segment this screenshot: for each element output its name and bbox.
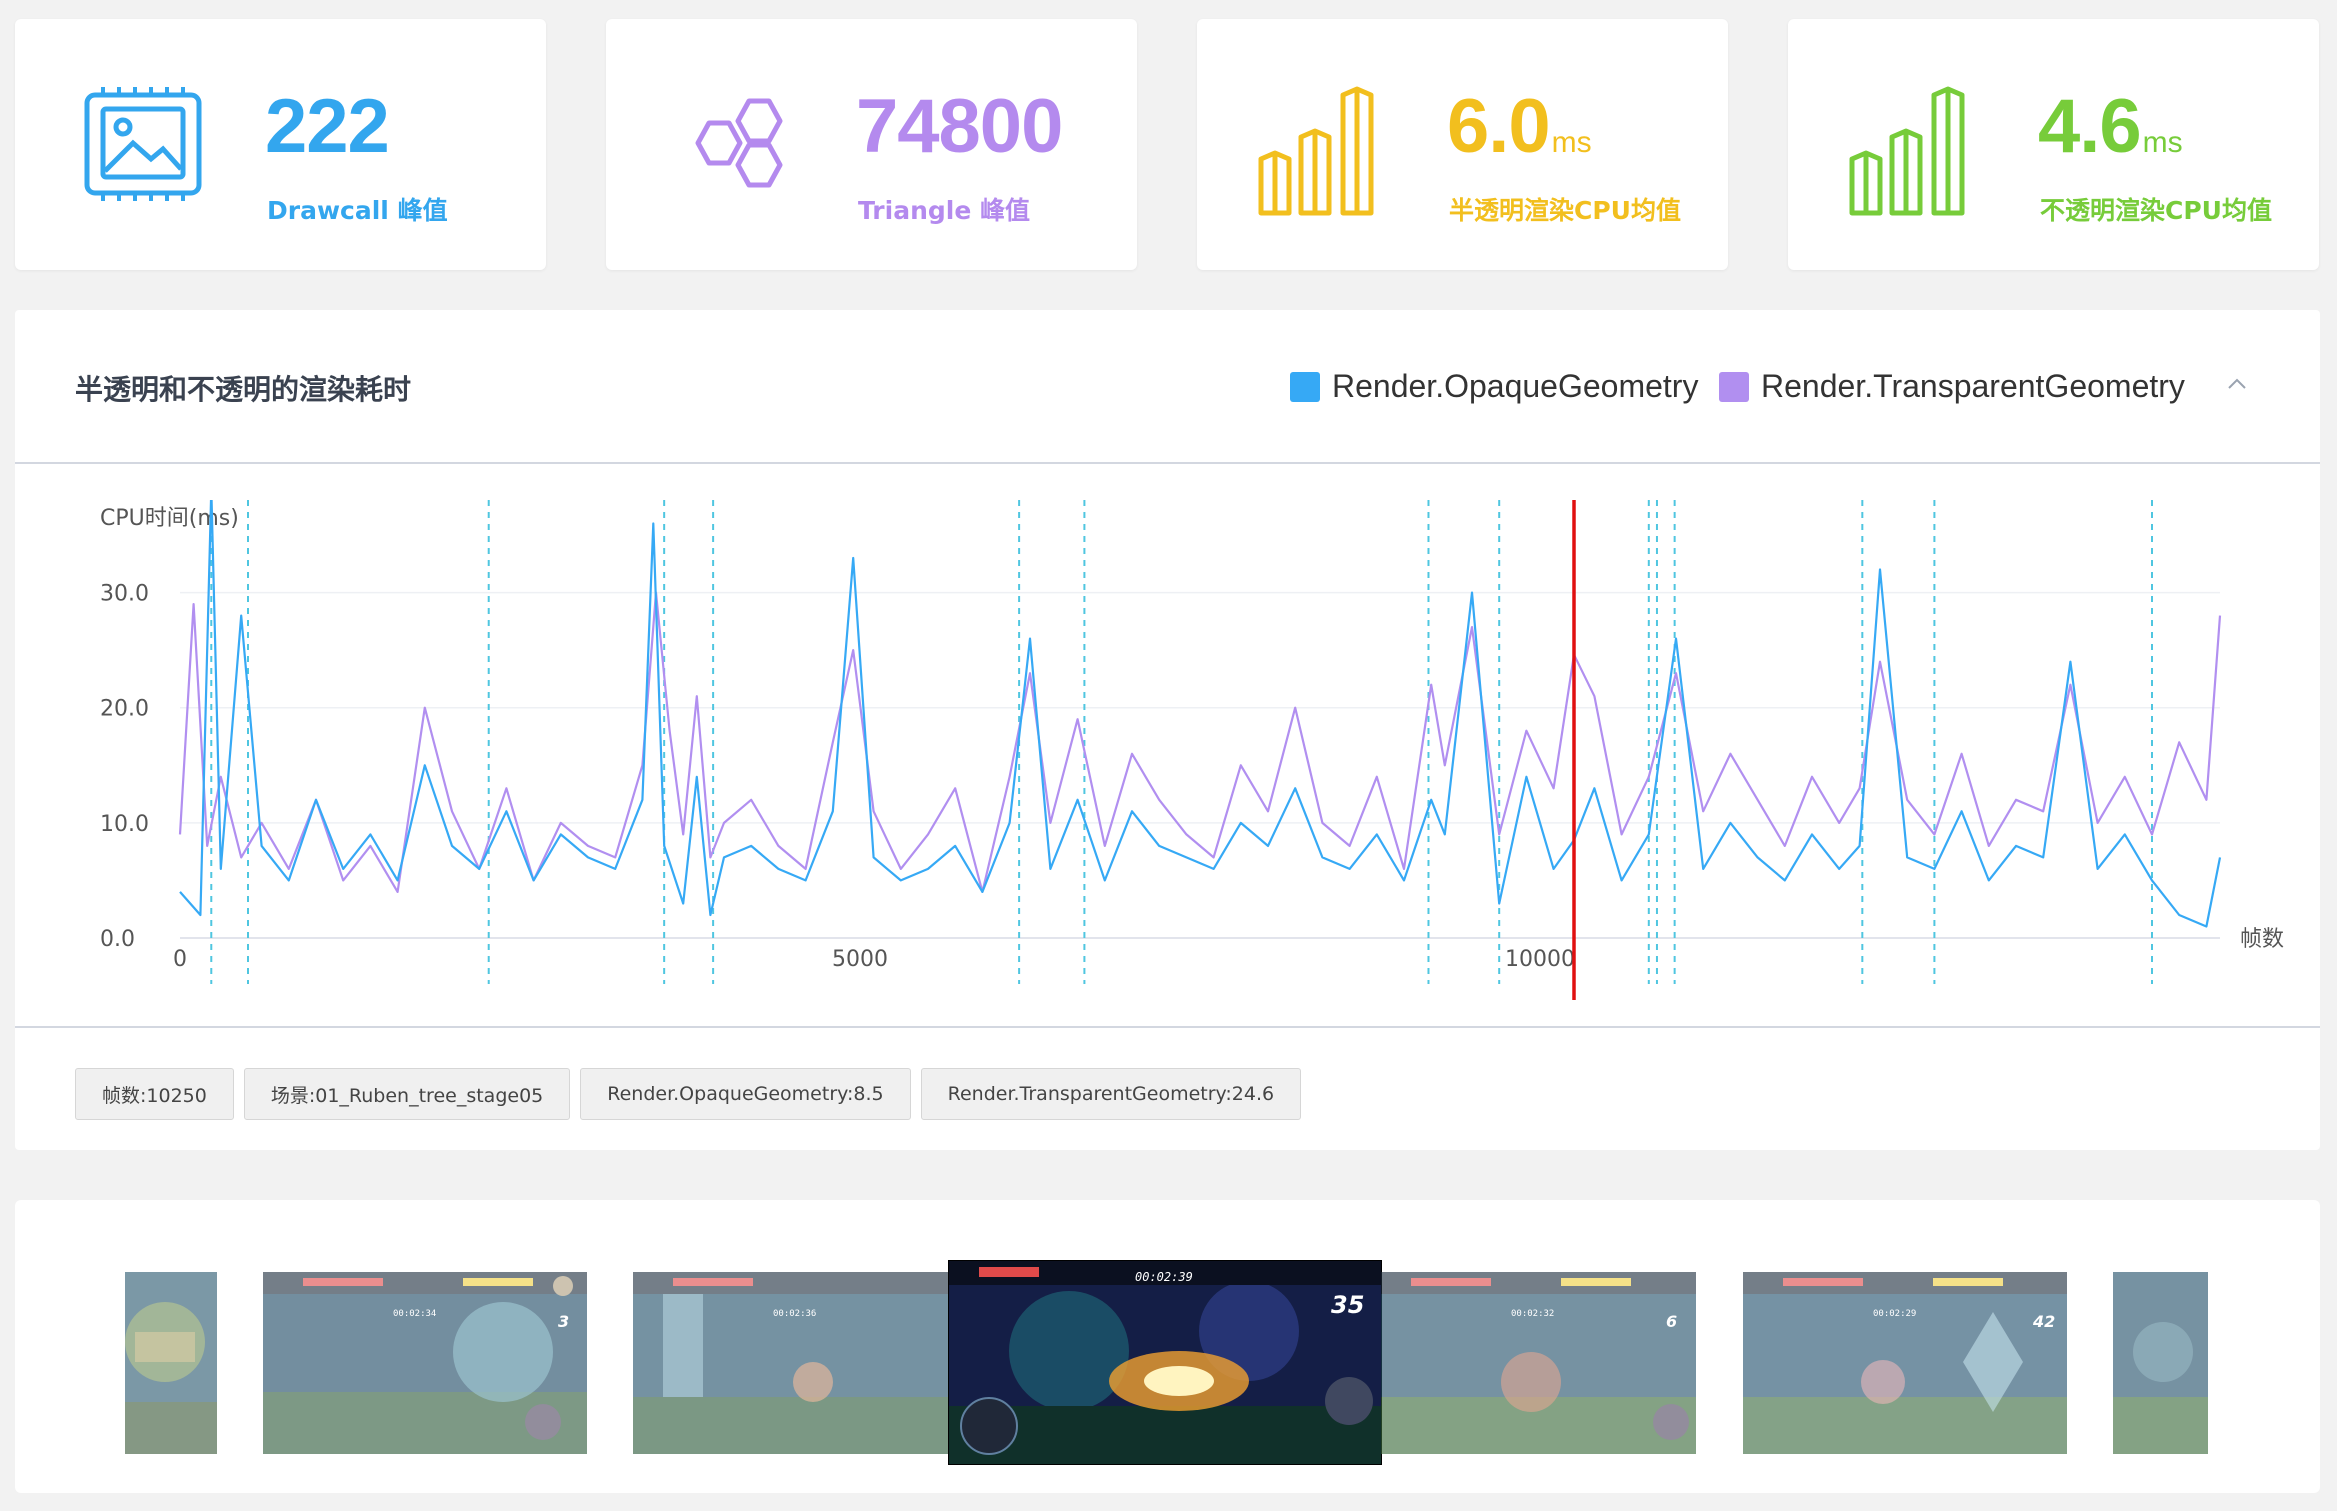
legend-label-transparent: Render.TransparentGeometry [1761, 368, 2185, 404]
triangle-label: Triangle 峰值 [858, 196, 1030, 225]
hud-timer: 00:02:29 [1873, 1309, 1916, 1319]
stat-card-opaque-cpu: 4.6ms 不透明渲染CPU均值 [1788, 19, 2319, 270]
hud-timer: 00:02:34 [393, 1309, 436, 1319]
game-scene-image [2113, 1272, 2208, 1454]
x-tick-label: 0 [173, 947, 187, 972]
transparent-series-line [178, 591, 2222, 893]
y-tick-label: 0.0 [100, 927, 135, 952]
render-time-panel: 半透明和不透明的渲染耗时 Render.OpaqueGeometry Rende… [15, 310, 2320, 1150]
game-scene-image [125, 1272, 217, 1454]
stat-card-triangle: 74800 Triangle 峰值 [606, 19, 1137, 270]
screenshot-thumb[interactable]: 00:02:32 6 [1381, 1272, 1696, 1454]
y-tick-label: 10.0 [100, 812, 149, 837]
drawcall-label: Drawcall 峰值 [267, 196, 448, 225]
game-scene-image: 00:02:34 3 [263, 1272, 587, 1454]
frame-info-tags: 帧数:10250 场景:01_Ruben_tree_stage05 Render… [75, 1068, 1302, 1120]
screenshot-thumb[interactable]: 00:02:29 42 [1743, 1272, 2067, 1454]
transparent-cpu-label: 半透明渲染CPU均值 [1449, 196, 1681, 225]
x-tick-label: 10000 [1505, 947, 1575, 972]
transparent-cpu-value: 6.0ms [1447, 84, 1592, 169]
legend-swatch-transparent [1719, 371, 1749, 402]
game-scene-image: 00:02:29 42 [1743, 1272, 2067, 1454]
legend-transparent[interactable]: Render.TransparentGeometry [1719, 368, 2185, 405]
bar-columns-icon [1849, 86, 1965, 216]
y-tick-label: 30.0 [100, 582, 149, 607]
x-tick-label: 5000 [832, 947, 888, 972]
screenshot-thumb-selected[interactable]: 00:02:39 35 [949, 1261, 1381, 1464]
bar-columns-icon [1258, 86, 1374, 216]
screenshot-thumb[interactable] [2113, 1272, 2208, 1454]
game-scene-image: 00:02:39 35 [949, 1261, 1381, 1464]
y-tick-label: 20.0 [100, 697, 149, 722]
opaque-cpu-label: 不透明渲染CPU均值 [2040, 196, 2272, 225]
screenshot-thumb[interactable] [125, 1272, 217, 1454]
screenshot-thumb[interactable]: 00:02:36 [633, 1272, 963, 1454]
hud-combo: 3 [558, 1312, 569, 1331]
hud-combo: 6 [1666, 1312, 1677, 1331]
panel-divider-bottom [15, 1026, 2320, 1028]
chevron-up-icon[interactable] [2225, 372, 2249, 396]
hexagon-cluster-icon [695, 98, 783, 188]
panel-divider-top [15, 462, 2320, 464]
tag-transparent-value: Render.TransparentGeometry:24.6 [920, 1068, 1302, 1120]
screenshot-thumb[interactable]: 00:02:34 3 [263, 1272, 587, 1454]
render-time-chart[interactable]: 0.0 10.0 20.0 30.0 0 5000 10000 CPU时间(ms) 帧数 [55, 500, 2295, 1020]
x-axis-label: 帧数 [2240, 927, 2284, 952]
hud-timer: 00:02:32 [1511, 1309, 1554, 1319]
drawcall-value: 222 [265, 84, 390, 169]
hud-combo: 35 [1331, 1291, 1364, 1319]
stat-card-drawcall: 222 Drawcall 峰值 [15, 19, 546, 270]
triangle-value: 74800 [856, 84, 1063, 169]
opaque-cpu-value: 4.6ms [2038, 84, 2183, 169]
y-axis-label: CPU时间(ms) [100, 506, 239, 531]
tag-frame: 帧数:10250 [75, 1068, 234, 1120]
legend-swatch-opaque [1290, 371, 1320, 402]
hud-timer: 00:02:36 [773, 1309, 816, 1319]
tag-scene: 场景:01_Ruben_tree_stage05 [243, 1068, 571, 1120]
tag-opaque-value: Render.OpaqueGeometry:8.5 [580, 1068, 911, 1120]
legend-label-opaque: Render.OpaqueGeometry [1332, 368, 1699, 404]
opaque-series-line [179, 500, 2222, 928]
stat-card-transparent-cpu: 6.0ms 半透明渲染CPU均值 [1197, 19, 1728, 270]
panel-title: 半透明和不透明的渲染耗时 [75, 373, 412, 406]
game-scene-image: 00:02:32 6 [1381, 1272, 1696, 1454]
image-chip-icon [84, 87, 202, 201]
hud-timer: 00:02:39 [1135, 1270, 1193, 1284]
game-scene-image: 00:02:36 [633, 1272, 963, 1454]
screenshot-strip: 00:02:34 3 00:02:36 00:02:39 35 00:02:32 6 … [15, 1200, 2320, 1493]
hud-combo: 42 [2032, 1312, 2055, 1331]
legend-opaque[interactable]: Render.OpaqueGeometry [1290, 368, 1698, 405]
